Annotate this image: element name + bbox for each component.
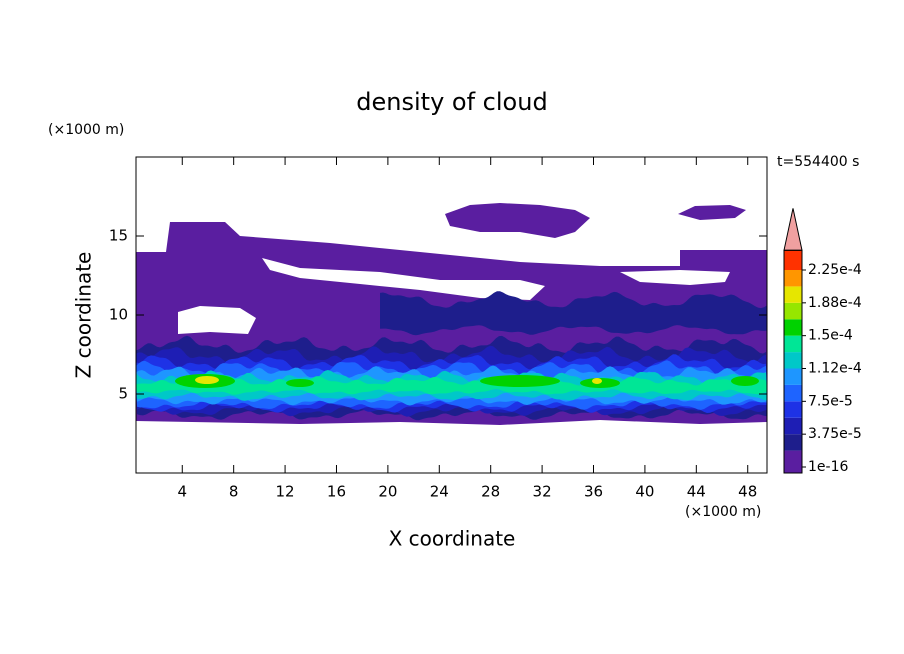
colorbar-band [784,450,802,473]
colorbar-band [784,286,802,303]
contour-band [195,376,219,384]
y-axis-title: Z coordinate [72,252,96,379]
colorbar-frame [783,249,803,474]
contour-field [136,203,767,425]
x-tick-label: 44 [687,483,706,501]
colorbar-band [784,401,802,418]
colorbar-label: 3.75e-5 [808,426,862,442]
contour-band [380,291,767,336]
colorbar-band [784,250,802,270]
contour-band [136,376,767,395]
cloud-gap [262,258,545,300]
colorbar-band [784,302,802,320]
colorbar-band [784,352,802,369]
x-tick-label: 8 [229,483,239,501]
x-tick-label: 36 [584,483,603,501]
x-axis-title: X coordinate [389,527,516,551]
y-tick-label: 15 [109,227,128,245]
x-tick-label: 48 [738,483,757,501]
colorbar-label: 1.5e-4 [808,328,853,344]
x-tick-label: 28 [481,483,500,501]
colorbar-over [783,208,803,251]
colorbar-label: 1.88e-4 [808,295,862,311]
colorbar-band [784,417,802,435]
colorbar-band [784,270,802,287]
x-tick-label: 12 [276,483,295,501]
colorbar-label: 1e-16 [808,459,848,475]
y-tick-label: 5 [118,385,128,403]
colorbar-band [784,319,802,336]
contour-band [592,378,602,384]
cloud-gap [620,270,730,285]
time-annotation: t=554400 s [777,154,859,170]
x-tick-label: 32 [533,483,552,501]
chart-title: density of cloud [356,88,547,116]
colorbar-band [784,368,802,385]
contour-band [480,375,560,387]
y-tick-label: 10 [109,306,128,324]
x-tick-label: 40 [635,483,654,501]
y-unit: (×1000 m) [48,122,124,138]
colorbar-label: 2.25e-4 [808,262,862,278]
x-unit: (×1000 m) [685,504,761,520]
contour-band [731,376,759,386]
colorbar-label: 7.5e-5 [808,393,853,409]
contour-band [286,379,314,387]
colorbar-band [784,384,802,402]
cloud-gap [178,306,256,334]
colorbar-band [784,434,802,451]
x-tick-label: 16 [327,483,346,501]
colorbar-label: 1.12e-4 [808,361,862,377]
colorbar-band [784,335,802,353]
contour-band [678,205,746,220]
x-tick-label: 24 [430,483,449,501]
x-tick-label: 20 [378,483,397,501]
contour-band [445,203,590,238]
x-tick-label: 4 [177,483,187,501]
